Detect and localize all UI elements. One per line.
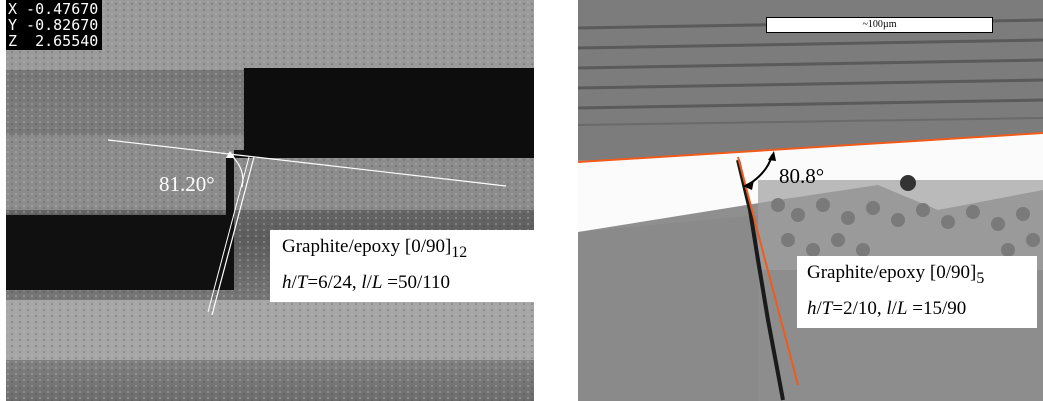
right-micrograph: ~100µm 80.8° Graphite/epoxy [0/90]5 h/T=… — [578, 0, 1043, 401]
measure-line-vertical — [737, 156, 799, 386]
caption-ratio1: =2/10, — [832, 297, 887, 319]
void — [900, 175, 916, 191]
measure-line-vertical — [211, 156, 255, 316]
caption-ratio2: =15/90 — [907, 297, 967, 319]
caption-L: L — [371, 271, 383, 293]
ply-line — [578, 58, 1043, 70]
arc-arrowhead-right — [768, 151, 776, 161]
dark-cut-upper — [244, 68, 534, 158]
arc-arrowhead-left — [743, 180, 754, 190]
measure-line-horizontal — [578, 132, 1043, 163]
caption-T: T — [821, 297, 833, 319]
caption-ratio1: =6/24, — [307, 271, 362, 293]
lower-matrix — [578, 215, 758, 401]
crack — [736, 159, 785, 401]
caption-material: Graphite/epoxy [0/90] — [282, 236, 452, 257]
angle-label: 81.20° — [159, 172, 215, 196]
caption-ratio2: =50/110 — [382, 271, 451, 293]
ply-line — [578, 117, 1043, 126]
caption-material-row: Graphite/epoxy [0/90]5 — [807, 262, 1029, 290]
arc-arrowhead — [226, 151, 235, 158]
caption-h: h — [282, 271, 292, 293]
caption-ratio-row: h/T=2/10, l/L =15/90 — [807, 297, 967, 319]
right-micrograph-drawing — [578, 0, 1043, 401]
caption-L: L — [896, 297, 908, 319]
caption-material: Graphite/epoxy [0/90] — [807, 262, 977, 283]
dark-cut-lower — [6, 150, 244, 290]
fiber-cross-sections — [771, 198, 1040, 257]
specimen-caption: Graphite/epoxy [0/90]12 h/T=6/24, l/L =5… — [270, 230, 534, 302]
fiber-texture — [6, 0, 534, 401]
ply-line — [578, 78, 1043, 90]
coordinate-readout: X -0.47670 Y -0.82670 Z 2.65540 — [6, 0, 103, 50]
angle-label: 80.8° — [779, 164, 825, 188]
caption-ratio-row: h/T=6/24, l/L =50/110 — [282, 271, 451, 293]
caption-T: T — [296, 271, 308, 293]
caption-material-sub: 5 — [976, 269, 985, 287]
specimen-caption: Graphite/epoxy [0/90]5 h/T=2/10, l/L =15… — [797, 256, 1037, 328]
caption-l: l — [886, 297, 892, 319]
measure-line-horizontal — [107, 139, 507, 187]
left-micrograph-drawing — [6, 0, 534, 401]
caption-l: l — [361, 271, 367, 293]
readout-x: X -0.47670 — [8, 0, 99, 18]
angle-arc — [231, 155, 244, 188]
readout-y: Y -0.82670 — [8, 16, 99, 34]
caption-material-row: Graphite/epoxy [0/90]12 — [282, 236, 528, 264]
scale-bar: ~100µm — [766, 17, 993, 33]
ply-line — [578, 38, 1043, 50]
readout-z: Z 2.65540 — [8, 32, 99, 50]
left-micrograph: X -0.47670 Y -0.82670 Z 2.65540 81.20° G… — [6, 0, 534, 401]
caption-material-sub: 12 — [451, 243, 468, 261]
caption-h: h — [807, 297, 817, 319]
ply-line — [578, 98, 1043, 110]
